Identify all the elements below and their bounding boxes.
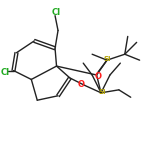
Text: O: O xyxy=(95,72,102,81)
Text: O: O xyxy=(78,80,84,89)
Text: Cl: Cl xyxy=(52,8,61,17)
Text: Si: Si xyxy=(98,89,106,95)
Text: Si: Si xyxy=(104,56,111,62)
Text: Cl: Cl xyxy=(0,68,9,76)
